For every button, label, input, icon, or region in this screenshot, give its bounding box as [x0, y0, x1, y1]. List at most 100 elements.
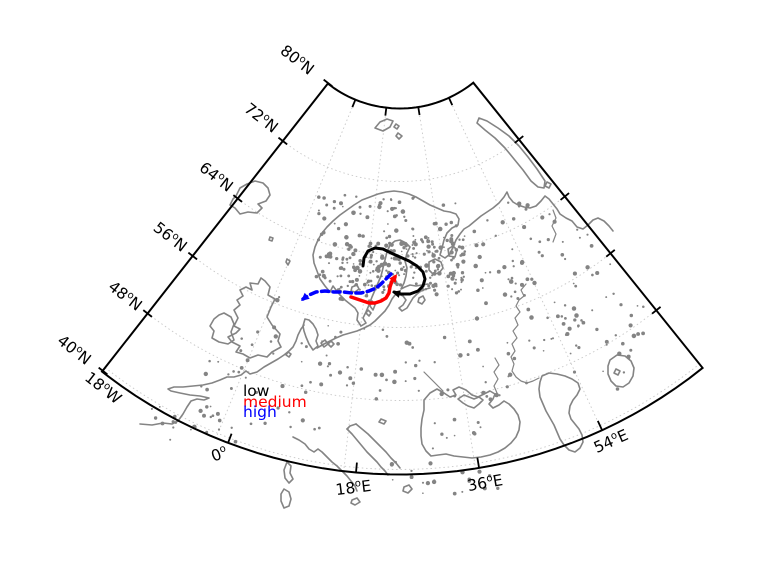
latitude-tick — [323, 78, 333, 88]
lake-dot — [437, 271, 442, 276]
lake-dot — [410, 469, 413, 473]
lake-dot — [365, 215, 370, 220]
coastlines — [139, 117, 635, 509]
lake-dot — [327, 325, 330, 327]
lake-dot — [496, 269, 501, 274]
lake-dot — [402, 246, 406, 250]
coastline-iceland — [229, 180, 271, 215]
lake-dot — [462, 275, 465, 278]
lake-dot — [488, 271, 492, 274]
coastline-denmark — [302, 318, 319, 351]
coastline-corsica — [283, 461, 294, 484]
lake-dot — [472, 432, 477, 436]
lake-dot — [314, 274, 319, 279]
coastline-shetland — [285, 258, 291, 266]
lake-dot — [619, 303, 623, 307]
lake-dot — [414, 238, 417, 241]
lake-dot — [398, 283, 403, 287]
lake-dot — [564, 333, 568, 337]
lake-dot — [474, 316, 480, 321]
lake-dot — [477, 469, 482, 474]
lake-dot — [399, 241, 404, 247]
lake-dot — [564, 317, 567, 320]
lake-dot — [586, 233, 589, 236]
lake-dot — [249, 422, 253, 426]
longitude-tick — [351, 99, 357, 108]
lake-dot — [380, 255, 385, 260]
lake-dot — [605, 343, 608, 346]
lake-dot — [450, 258, 453, 262]
lake-dot — [375, 260, 378, 263]
lake-dot — [202, 413, 206, 418]
lake-dot — [383, 230, 386, 233]
lake-dot — [477, 254, 482, 260]
lake-dot — [397, 257, 401, 262]
lake-dot — [348, 256, 352, 260]
lake-dot — [432, 260, 436, 264]
lake-dot — [304, 345, 308, 349]
lake-dot — [327, 362, 332, 366]
lake-dot — [532, 280, 537, 286]
lake-dot — [398, 274, 401, 277]
lake-dot — [217, 360, 220, 363]
lake-dot — [574, 313, 579, 318]
lake-dot — [486, 219, 489, 222]
lake-dot — [376, 241, 381, 246]
lake-dot — [445, 238, 449, 243]
lake-dot — [353, 248, 358, 253]
lake-dot — [415, 252, 418, 255]
longitude-tick — [227, 433, 233, 444]
lake-dot — [347, 274, 351, 278]
lake-dot — [444, 222, 448, 226]
lake-dot — [479, 278, 484, 283]
lake-dot — [511, 259, 515, 263]
lake-dot — [403, 268, 408, 273]
lake-dot — [338, 201, 344, 206]
lake-dot — [516, 296, 520, 301]
lake-dot — [409, 265, 413, 269]
lake-dot — [450, 276, 455, 281]
lake-dot — [341, 267, 344, 270]
lake-dot — [430, 240, 434, 244]
lake-dot — [348, 243, 352, 248]
lake-dot — [567, 326, 572, 331]
lake-dot — [239, 366, 244, 370]
lake-dot — [393, 369, 398, 374]
lake-dot — [622, 371, 626, 374]
lake-dot — [211, 414, 215, 418]
lake-dot — [479, 426, 482, 429]
meridian-gridline — [448, 97, 603, 431]
lake-dot — [233, 439, 238, 444]
lake-dot — [372, 263, 375, 266]
coastline-baltic-south-coast — [316, 287, 431, 349]
trajectory-lines — [301, 246, 427, 305]
lake-dot — [440, 432, 444, 436]
trajectory-low — [361, 246, 427, 296]
lake-dot — [385, 335, 389, 338]
lake-dot — [476, 288, 480, 293]
latitude-label: 80oN — [277, 41, 318, 78]
lake-dot — [325, 354, 328, 357]
lake-dot — [455, 278, 457, 281]
lake-dot — [475, 347, 480, 352]
lake-dot — [454, 202, 457, 205]
lake-dot — [273, 334, 278, 339]
lake-dot — [505, 385, 509, 389]
lake-dot — [460, 281, 463, 284]
lake-dot — [473, 263, 478, 269]
lake-dot — [174, 421, 178, 424]
lake-dot — [317, 426, 321, 430]
lake-dot — [589, 244, 594, 248]
lake-dot — [508, 279, 514, 284]
lake-dot — [428, 461, 433, 466]
lake-dot — [369, 271, 372, 274]
lake-dot — [203, 371, 208, 377]
lake-dot — [572, 282, 575, 285]
lake-dot — [300, 418, 305, 423]
coastline-crimea — [457, 394, 484, 409]
lake-dot — [372, 250, 375, 254]
lake-dot — [574, 284, 578, 288]
axis-ticks — [98, 78, 662, 473]
lake-dot — [422, 252, 426, 256]
lake-dot — [453, 394, 457, 398]
